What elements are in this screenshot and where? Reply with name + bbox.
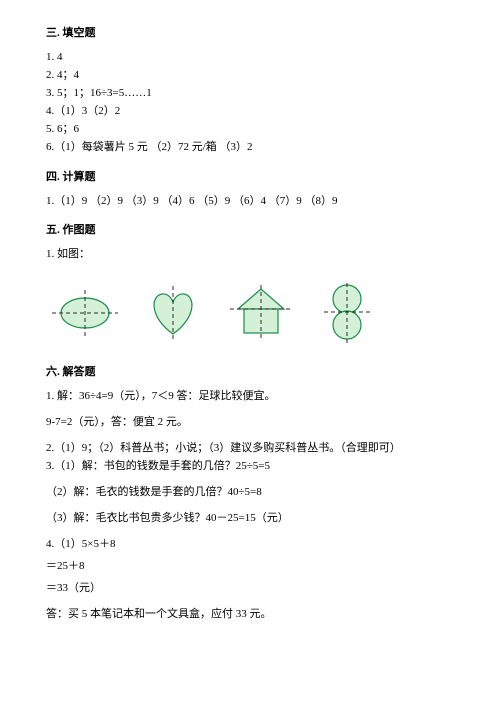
section-answer-body: 1. 解：36÷4=9（元），7＜9 答：足球比较便宜。 9-7=2（元），答：… bbox=[46, 389, 454, 622]
fill-line: 1. 4 bbox=[46, 50, 454, 66]
answer-line: （3）解：毛衣比书包贵多少钱？40－25=15（元） bbox=[46, 511, 454, 527]
answer-line: 9-7=2（元），答：便宜 2 元。 bbox=[46, 415, 454, 431]
section-calc-body: 1.（1）9 （2）9 （3）9 （4）6 （5）9 （6）4 （7）9 （8）… bbox=[46, 194, 454, 210]
section-draw-title: 五. 作图题 bbox=[46, 223, 454, 239]
section-fill-body: 1. 4 2. 4；4 3. 5；1；16÷3=5……1 4.（1）3（2）2 … bbox=[46, 50, 454, 156]
figure-ellipse bbox=[50, 286, 120, 340]
answer-line: 2.（1）9；（2）科普丛书；小说；（3）建议多购买科普丛书。（合理即可） bbox=[46, 441, 454, 457]
calc-line: 1.（1）9 （2）9 （3）9 （4）6 （5）9 （6）4 （7）9 （8）… bbox=[46, 194, 454, 210]
answer-line: 4.（1）5×5＋8 bbox=[46, 537, 454, 553]
answer-line: 3.（1）解：书包的钱数是手套的几倍？25÷5=5 bbox=[46, 459, 454, 475]
answer-eq: ＝33（元） bbox=[46, 581, 454, 597]
answer-eq: ＝25＋8 bbox=[46, 559, 454, 575]
answer-line: （2）解：毛衣的钱数是手套的几倍？40÷5=8 bbox=[46, 485, 454, 501]
section-fill-title: 三. 填空题 bbox=[46, 26, 454, 42]
answer-line: 答：买 5 本笔记本和一个文具盒，应付 33 元。 bbox=[46, 607, 454, 623]
fill-line: 5. 6；6 bbox=[46, 122, 454, 138]
fill-line: 2. 4；4 bbox=[46, 68, 454, 84]
fill-line: 4.（1）3（2）2 bbox=[46, 104, 454, 120]
answer-line: 1. 解：36÷4=9（元），7＜9 答：足球比较便宜。 bbox=[46, 389, 454, 405]
figure-heart bbox=[142, 284, 204, 342]
figure-row bbox=[46, 281, 454, 345]
section-answer-title: 六. 解答题 bbox=[46, 365, 454, 381]
fill-line: 3. 5；1；16÷3=5……1 bbox=[46, 86, 454, 102]
figure-double-circle bbox=[318, 281, 376, 345]
figure-house bbox=[226, 283, 296, 343]
section-calc-title: 四. 计算题 bbox=[46, 170, 454, 186]
fill-line: 6.（1）每袋薯片 5 元 （2）72 元/箱 （3）2 bbox=[46, 140, 454, 156]
draw-intro: 1. 如图： bbox=[46, 247, 454, 263]
